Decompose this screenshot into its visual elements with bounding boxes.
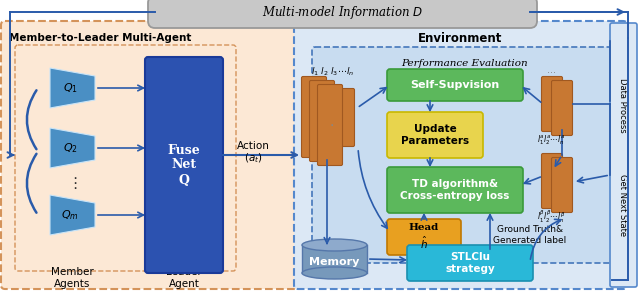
Bar bbox=[302, 245, 367, 273]
Text: $l_1\ l_2\ l_3 \cdots l_n$: $l_1\ l_2\ l_3 \cdots l_n$ bbox=[312, 66, 355, 78]
Text: Environment: Environment bbox=[418, 31, 502, 44]
FancyBboxPatch shape bbox=[335, 88, 355, 146]
Text: Head
$\hat{h}$: Head $\hat{h}$ bbox=[409, 223, 439, 251]
FancyBboxPatch shape bbox=[301, 76, 326, 158]
FancyBboxPatch shape bbox=[387, 112, 483, 158]
Text: Leader
Agent: Leader Agent bbox=[166, 267, 202, 289]
Text: Multi-model Information $D$: Multi-model Information $D$ bbox=[262, 4, 422, 21]
Text: STLClu
strategy: STLClu strategy bbox=[445, 252, 495, 274]
Text: Action: Action bbox=[237, 141, 269, 151]
Text: ·: · bbox=[330, 119, 334, 133]
FancyBboxPatch shape bbox=[552, 158, 573, 213]
FancyBboxPatch shape bbox=[148, 0, 537, 28]
FancyBboxPatch shape bbox=[310, 81, 335, 161]
FancyBboxPatch shape bbox=[387, 167, 523, 213]
Text: Member
Agents: Member Agents bbox=[51, 267, 93, 289]
Text: $Q_1$: $Q_1$ bbox=[63, 81, 77, 95]
Ellipse shape bbox=[302, 267, 367, 279]
Text: Self-Supvision: Self-Supvision bbox=[410, 80, 500, 90]
Ellipse shape bbox=[302, 239, 367, 251]
FancyBboxPatch shape bbox=[552, 81, 573, 136]
Text: $(a_t)$: $(a_t)$ bbox=[244, 151, 262, 165]
Text: $l_1^a l_2^a \cdots l_n^a$: $l_1^a l_2^a \cdots l_n^a$ bbox=[537, 133, 565, 147]
Text: $Q_m$: $Q_m$ bbox=[61, 208, 79, 222]
Text: Get Next State: Get Next State bbox=[618, 174, 627, 236]
Text: Update
Parameters: Update Parameters bbox=[401, 124, 469, 146]
Text: $\vdots$: $\vdots$ bbox=[67, 175, 77, 191]
Text: Performance Evaluation: Performance Evaluation bbox=[401, 59, 527, 68]
FancyBboxPatch shape bbox=[541, 76, 563, 131]
FancyBboxPatch shape bbox=[312, 47, 616, 263]
Text: Data Process: Data Process bbox=[618, 78, 627, 132]
FancyBboxPatch shape bbox=[610, 23, 637, 287]
Polygon shape bbox=[50, 68, 95, 108]
FancyBboxPatch shape bbox=[317, 84, 342, 166]
Text: TD algorithm&
Cross-entropy loss: TD algorithm& Cross-entropy loss bbox=[400, 179, 509, 201]
FancyBboxPatch shape bbox=[15, 45, 236, 271]
FancyBboxPatch shape bbox=[407, 245, 533, 281]
FancyBboxPatch shape bbox=[145, 57, 223, 273]
Text: $Q_2$: $Q_2$ bbox=[63, 141, 77, 155]
Text: Ground Truth&
Generated label: Ground Truth& Generated label bbox=[493, 225, 566, 245]
FancyBboxPatch shape bbox=[387, 219, 461, 255]
Text: Member-to-Leader Multi-Agent: Member-to-Leader Multi-Agent bbox=[9, 33, 191, 43]
Text: Memory: Memory bbox=[309, 257, 360, 267]
Text: $l_1^{\beta} l_2^{\beta} \cdots l_n^{\beta}$: $l_1^{\beta} l_2^{\beta} \cdots l_n^{\be… bbox=[537, 209, 565, 225]
Polygon shape bbox=[50, 128, 95, 168]
Text: ...: ... bbox=[547, 65, 556, 75]
Text: Fuse
Net
Q: Fuse Net Q bbox=[168, 143, 200, 186]
Polygon shape bbox=[50, 195, 95, 235]
FancyBboxPatch shape bbox=[387, 69, 523, 101]
FancyBboxPatch shape bbox=[294, 21, 627, 289]
FancyBboxPatch shape bbox=[1, 21, 299, 289]
FancyBboxPatch shape bbox=[541, 153, 563, 208]
